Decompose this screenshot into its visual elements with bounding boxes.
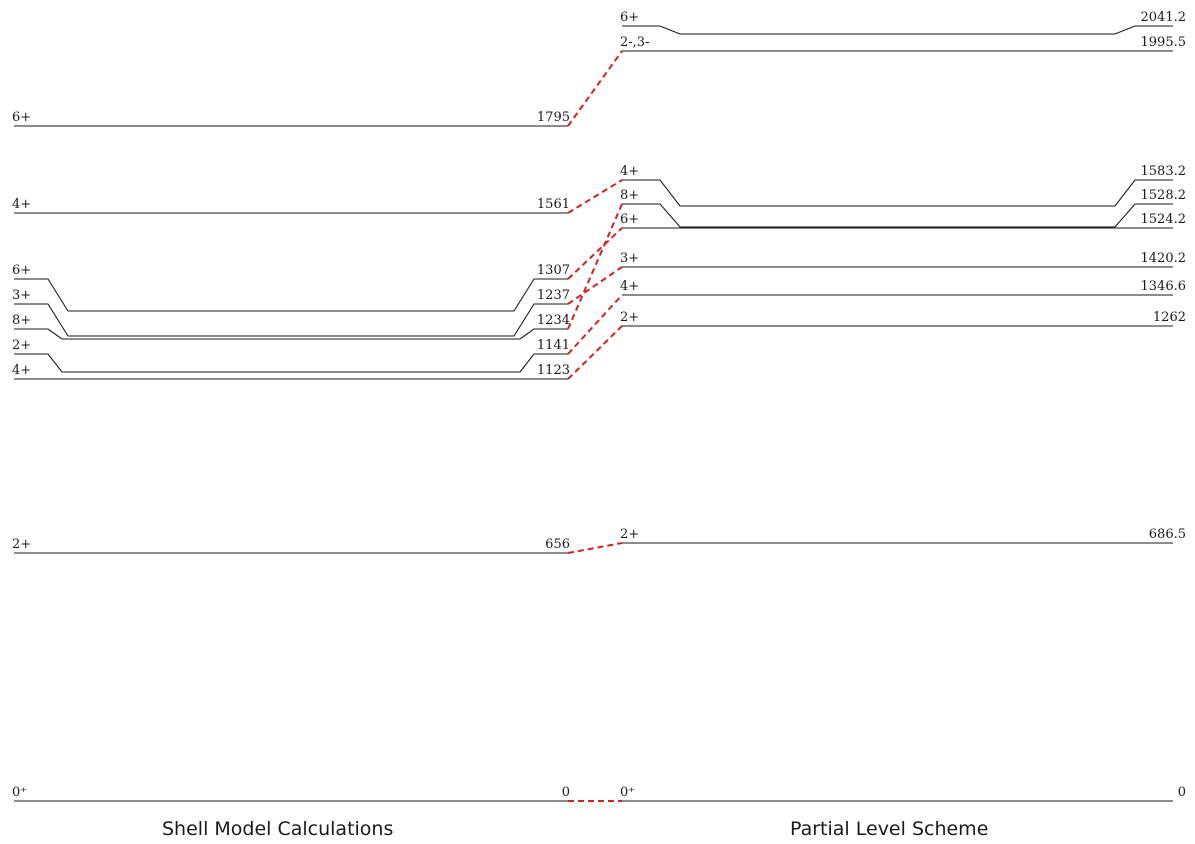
shell-energy-label-5: 1237 (537, 288, 570, 303)
scheme-energy-label-1: 686.5 (1149, 527, 1186, 542)
shell-spin-label-2: 4+ (12, 363, 31, 378)
scheme-energy-label-6: 1528.2 (1141, 188, 1187, 203)
shell-spin-label-1: 2+ (12, 537, 31, 552)
level-scheme-title: Partial Level Scheme (790, 818, 989, 840)
scheme-energy-label-9: 2041.2 (1141, 10, 1187, 25)
scheme-level-line-6 (622, 203, 1173, 228)
scheme-spin-label-8: 2-,3- (620, 35, 649, 50)
scheme-energy-label-2: 1262 (1153, 310, 1186, 325)
correspondence-line-6 (567, 227, 623, 280)
shell-spin-label-8: 6+ (12, 110, 31, 125)
shell-spin-label-0: 0⁺ (12, 785, 27, 800)
shell-energy-label-8: 1795 (537, 110, 570, 125)
scheme-spin-label-4: 3+ (620, 251, 639, 266)
shell-energy-label-6: 1307 (537, 263, 570, 278)
scheme-spin-label-3: 4+ (620, 279, 639, 294)
correspondence-line-8 (567, 50, 623, 127)
scheme-level-line-9 (622, 25, 1173, 35)
shell-level-line-3 (14, 353, 568, 373)
scheme-spin-label-6: 8+ (620, 188, 639, 203)
shell-spin-label-6: 6+ (12, 263, 31, 278)
shell-energy-label-7: 1561 (537, 197, 570, 212)
correspondence-line-7 (567, 179, 623, 214)
scheme-energy-label-4: 1420.2 (1141, 251, 1187, 266)
correspondence-line-4 (567, 203, 623, 330)
shell-energy-label-3: 1141 (537, 338, 570, 353)
correspondence-line-2 (567, 325, 623, 380)
scheme-spin-label-9: 6+ (620, 10, 639, 25)
labels-layer: 0⁺ 0 2+ 656 4+ 1123 2+ 1141 8+ 1234 3+ 1237 6+ 1307 4+… (12, 10, 1186, 800)
shell-spin-label-5: 3+ (12, 288, 31, 303)
shell-model-title: Shell Model Calculations (162, 818, 394, 840)
scheme-spin-label-1: 2+ (620, 527, 639, 542)
scheme-energy-label-0: 0 (1178, 785, 1186, 800)
shell-spin-label-7: 4+ (12, 197, 31, 212)
levels-layer (14, 25, 1173, 802)
shell-level-line-4 (14, 328, 568, 340)
shell-energy-label-2: 1123 (537, 363, 570, 378)
shell-energy-label-1: 656 (545, 537, 570, 552)
scheme-energy-label-3: 1346.6 (1141, 279, 1187, 294)
scheme-spin-label-5: 6+ (620, 212, 639, 227)
scheme-energy-label-7: 1583.2 (1141, 164, 1187, 179)
scheme-level-line-7 (622, 179, 1173, 207)
correspondence-line-1 (567, 542, 623, 554)
scheme-spin-label-0: 0⁺ (620, 785, 635, 800)
shell-energy-label-0: 0 (562, 785, 570, 800)
scheme-energy-label-8: 1995.5 (1141, 35, 1187, 50)
shell-level-line-6 (14, 278, 568, 312)
correspondence-line-3 (567, 294, 623, 355)
scheme-spin-label-7: 4+ (620, 164, 639, 179)
scheme-energy-label-5: 1524.2 (1141, 212, 1187, 227)
shell-level-line-5 (14, 303, 568, 337)
scheme-spin-label-2: 2+ (620, 310, 639, 325)
shell-energy-label-4: 1234 (537, 313, 570, 328)
shell-spin-label-4: 8+ (12, 313, 31, 328)
correspondence-line-5 (567, 266, 623, 305)
shell-spin-label-3: 2+ (12, 338, 31, 353)
connectors-layer (567, 50, 623, 802)
